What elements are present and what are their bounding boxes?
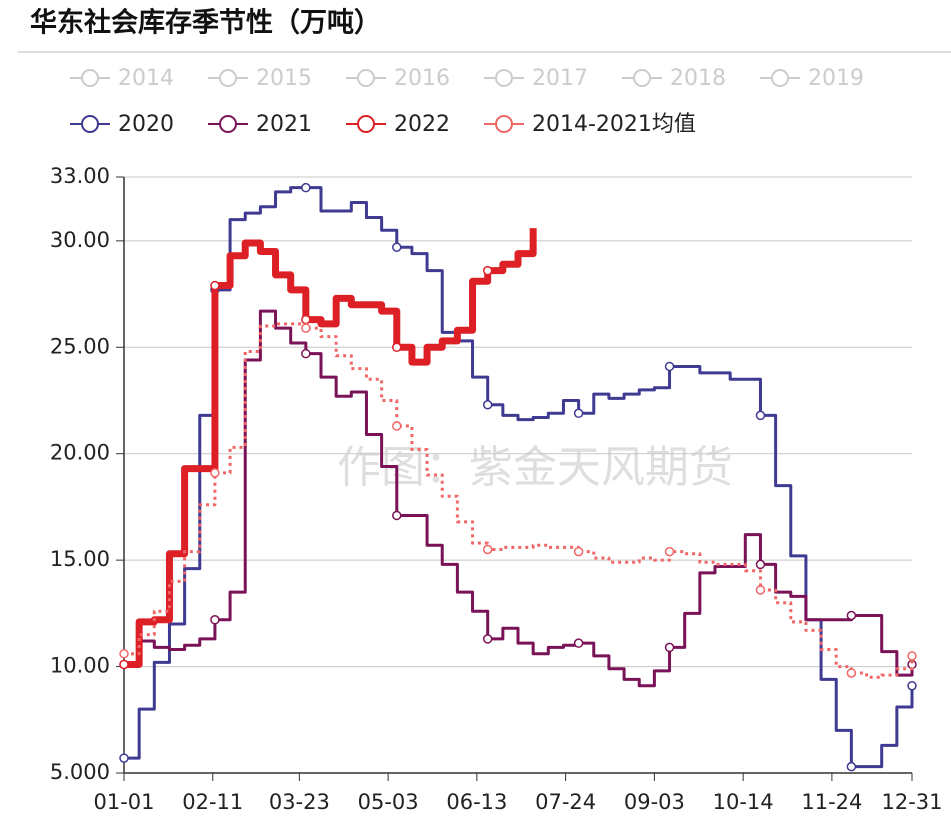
legend-label: 2015 (256, 66, 312, 91)
legend-marker (357, 69, 375, 87)
chart-title: 华东社会库存季节性（万吨） (30, 7, 381, 39)
series-marker (210, 468, 220, 478)
series-marker (392, 510, 402, 521)
x-tick-label: 05-03 (358, 790, 419, 814)
series-marker (392, 421, 402, 431)
series-marker (482, 400, 493, 410)
series-marker (755, 585, 766, 595)
legend-label: 2020 (118, 112, 174, 137)
series-marker (846, 610, 857, 621)
legend-label: 2022 (394, 112, 450, 137)
legend-item: 2016 (346, 66, 450, 91)
x-tick-label: 03-23 (269, 790, 330, 814)
y-tick-label: 5.000 (50, 760, 110, 784)
y-tick-label: 30.00 (50, 228, 110, 252)
series-marker (210, 280, 220, 291)
legend-label: 2017 (532, 66, 588, 91)
series-marker (573, 638, 584, 648)
series-marker (392, 242, 402, 252)
series-marker (755, 559, 766, 570)
series-line (124, 228, 537, 668)
series-line (124, 322, 914, 679)
legend-item: 2014-2021均值 (484, 112, 696, 137)
series-marker (573, 408, 584, 419)
series-marker (210, 614, 220, 625)
legend-marker (219, 69, 237, 87)
series-marker (755, 410, 766, 421)
y-tick-label: 33.00 (50, 164, 110, 188)
series-marker (119, 753, 129, 763)
legend-label: 2018 (670, 66, 726, 91)
legend-label: 2019 (808, 66, 864, 91)
y-tick-label: 25.00 (50, 334, 110, 358)
series-marker (846, 668, 857, 678)
series-marker (664, 642, 675, 653)
legend-item: 2020 (70, 112, 174, 137)
series-marker (482, 265, 493, 276)
legend-label: 2014-2021均值 (532, 112, 696, 137)
legend-label: 2021 (256, 112, 312, 137)
series-marker (664, 361, 675, 372)
legend-marker (219, 115, 237, 133)
y-tick-label: 15.00 (50, 547, 110, 571)
legend-item: 2019 (760, 66, 864, 91)
series-marker (392, 342, 402, 353)
legend-label: 2016 (394, 66, 450, 91)
series-marker (573, 546, 584, 557)
x-tick-label: 11-24 (801, 790, 862, 814)
x-tick-label: 07-24 (535, 790, 596, 814)
series-marker (119, 649, 129, 659)
series-marker (301, 323, 311, 333)
series-marker (907, 680, 917, 691)
legend-marker (771, 69, 789, 87)
x-tick-label: 12-31 (881, 790, 942, 814)
legend-item: 2021 (208, 112, 312, 137)
x-tick-label: 10-14 (713, 790, 774, 814)
x-tick-label: 06-13 (446, 790, 507, 814)
series-marker (664, 546, 675, 557)
series-marker (846, 761, 857, 772)
series-line (124, 186, 914, 769)
legend-item: 2014 (70, 66, 174, 91)
x-tick-label: 09-03 (624, 790, 685, 814)
x-tick-label: 01-01 (93, 790, 154, 814)
legend-label: 2014 (118, 66, 174, 91)
legend-marker (495, 69, 513, 87)
legend-item: 2018 (622, 66, 726, 91)
y-tick-label: 20.00 (50, 441, 110, 465)
x-tick-label: 02-11 (182, 790, 243, 814)
series-marker (301, 182, 311, 193)
series-marker (482, 634, 493, 644)
legend-item: 2017 (484, 66, 588, 91)
series-marker (301, 348, 311, 359)
legend-marker (633, 69, 651, 87)
series-line (124, 309, 914, 688)
y-tick-label: 10.00 (50, 654, 110, 678)
watermark: 作图：紫金天风期货 (337, 442, 733, 493)
series-marker (119, 659, 129, 670)
legend-item: 2015 (208, 66, 312, 91)
legend-item: 2022 (346, 112, 450, 137)
legend-marker (81, 69, 99, 87)
legend-marker (81, 115, 99, 133)
series-marker (907, 651, 917, 661)
legend-marker (495, 115, 513, 133)
legend-marker (357, 115, 375, 133)
series-marker (482, 544, 493, 555)
